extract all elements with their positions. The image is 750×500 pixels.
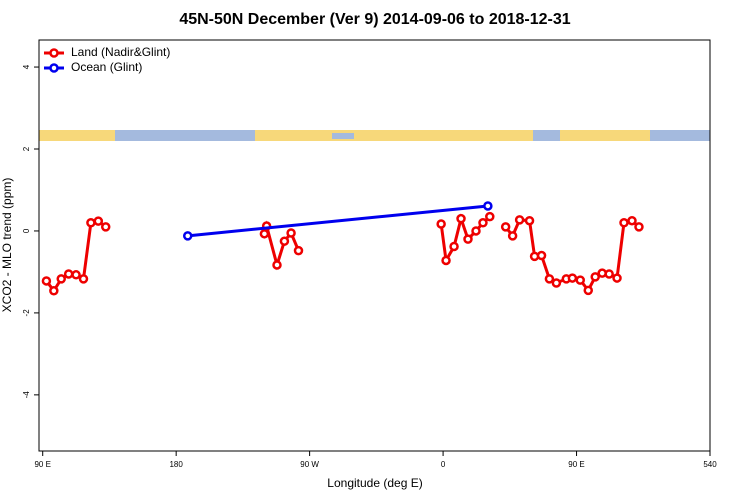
legend-label: Ocean (Glint) [71,60,142,74]
data-point [182,231,193,241]
x-tick-label: 90 E [34,460,50,469]
data-point [590,272,600,282]
data-point [456,213,466,224]
y-tick-label: 2 [22,146,31,151]
data-point [544,274,555,284]
chart-title: 45N-50N December (Ver 9) 2014-09-06 to 2… [179,11,570,28]
data-point [41,276,52,286]
y-tick-label: -2 [22,309,31,317]
data-point [604,269,614,279]
map-strip [39,130,710,141]
data-point [86,218,96,228]
data-point [441,255,451,266]
y-tick-label: -4 [22,391,31,399]
data-point [279,236,290,246]
data-point [272,260,282,270]
x-tick-label: 180 [169,460,183,469]
data-point [524,215,535,226]
series-line [187,204,489,238]
data-point [514,215,525,225]
data-point [551,278,562,288]
y-axis-label: XCO2 - MLO trend (ppm) [0,178,14,313]
data-point [583,285,594,296]
legend-marker [49,48,59,58]
plot-frame [38,39,711,452]
legend-label: Land (Nadir&Glint) [71,45,170,59]
data-point [463,234,473,244]
data-point [78,274,89,284]
data-point [100,222,111,232]
data-point [567,273,578,283]
x-tick-label: 0 [441,460,446,469]
series-line [45,219,107,294]
data-point [56,274,66,284]
data-point [286,228,296,238]
data-point [619,218,629,228]
data-point [478,218,488,228]
x-axis-label: Longitude (deg E) [327,476,422,490]
x-tick-label: 90 W [300,460,319,469]
y-tick-label: 0 [22,228,31,233]
data-point [485,211,495,222]
data-point [634,222,644,232]
data-point [500,222,511,232]
data-point [575,275,585,285]
data-point [259,229,270,239]
x-tick-label: 540 [703,460,717,469]
legend-marker [49,63,59,73]
data-point [449,241,459,252]
data-point [483,201,493,211]
data-point [536,250,547,261]
data-point [63,269,74,279]
data-point [436,219,446,229]
data-point [471,226,481,236]
y-tick-label: 4 [22,64,31,69]
x-tick-label: 90 E [568,460,584,469]
data-point [627,215,637,226]
data-point [612,273,622,283]
data-point [49,286,59,296]
data-point [293,245,304,256]
data-point [71,270,81,280]
data-point [507,231,518,241]
data-point [93,216,104,226]
